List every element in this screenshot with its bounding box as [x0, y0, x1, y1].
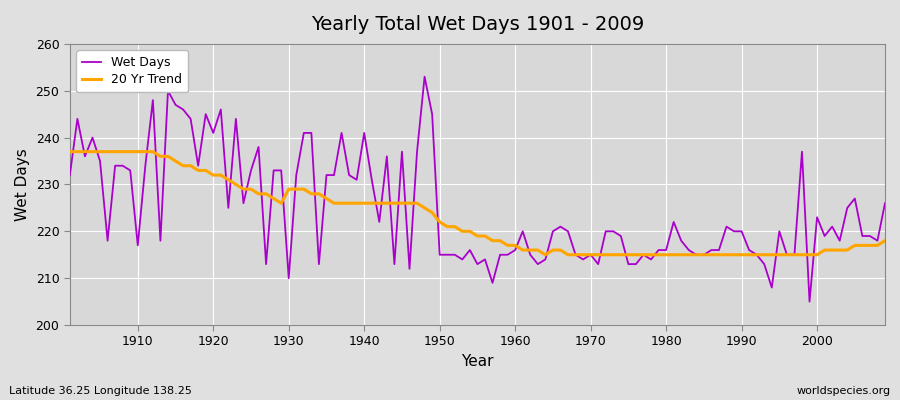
Wet Days	[509, 248, 520, 252]
20 Yr Trend	[125, 149, 136, 154]
Wet Days	[337, 130, 347, 135]
20 Yr Trend	[502, 243, 513, 248]
Y-axis label: Wet Days: Wet Days	[15, 148, 30, 221]
20 Yr Trend	[509, 243, 520, 248]
X-axis label: Year: Year	[461, 354, 494, 369]
Line: 20 Yr Trend: 20 Yr Trend	[70, 152, 885, 255]
Title: Yearly Total Wet Days 1901 - 2009: Yearly Total Wet Days 1901 - 2009	[310, 15, 644, 34]
20 Yr Trend	[608, 252, 618, 257]
Wet Days	[125, 168, 136, 173]
20 Yr Trend	[291, 187, 302, 192]
Wet Days	[291, 173, 302, 178]
20 Yr Trend	[65, 149, 76, 154]
Wet Days	[608, 229, 618, 234]
20 Yr Trend	[337, 201, 347, 206]
Wet Days	[879, 201, 890, 206]
Text: worldspecies.org: worldspecies.org	[796, 386, 891, 396]
Wet Days	[518, 229, 528, 234]
Wet Days	[419, 74, 430, 79]
Text: Latitude 36.25 Longitude 138.25: Latitude 36.25 Longitude 138.25	[9, 386, 192, 396]
Line: Wet Days: Wet Days	[70, 77, 885, 302]
20 Yr Trend	[879, 238, 890, 243]
Wet Days	[804, 299, 814, 304]
20 Yr Trend	[540, 252, 551, 257]
Wet Days	[65, 173, 76, 178]
Legend: Wet Days, 20 Yr Trend: Wet Days, 20 Yr Trend	[76, 50, 188, 92]
